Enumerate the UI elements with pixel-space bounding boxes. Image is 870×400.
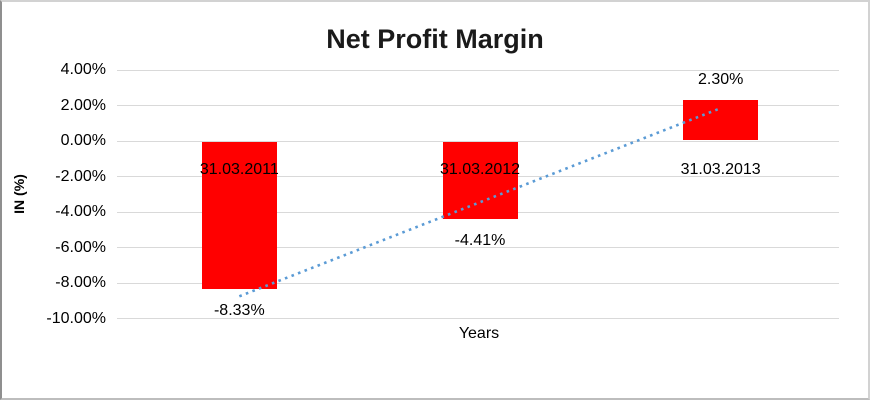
y-tick-label: -10.00% — [46, 309, 106, 327]
data-label: 2.30% — [697, 71, 744, 89]
bar — [201, 142, 277, 289]
y-tick-label: -8.00% — [55, 274, 106, 291]
x-axis-title: Years — [458, 325, 500, 342]
gridline — [117, 69, 839, 71]
y-tick-label: -6.00% — [55, 238, 106, 256]
gridline — [117, 247, 839, 248]
data-label: -8.33% — [213, 301, 265, 319]
gridline — [117, 140, 839, 142]
category-label: 31.03.2012 — [439, 161, 521, 178]
gridline — [117, 105, 839, 106]
gridline — [117, 318, 839, 319]
y-tick-label: -2.00% — [55, 167, 106, 185]
data-label: -4.41% — [454, 232, 506, 250]
bar — [442, 142, 518, 220]
bar — [683, 100, 759, 140]
y-tick-label: -4.00% — [55, 203, 106, 220]
chart-title: Net Profit Margin — [326, 24, 544, 54]
y-tick-label: 0.00% — [60, 132, 106, 149]
category-label: 31.03.2011 — [199, 161, 279, 178]
gridline — [117, 282, 839, 284]
y-tick-label: 4.00% — [60, 61, 106, 78]
category-label: 31.03.2013 — [680, 161, 761, 178]
y-tick-label: 2.00% — [60, 96, 106, 114]
